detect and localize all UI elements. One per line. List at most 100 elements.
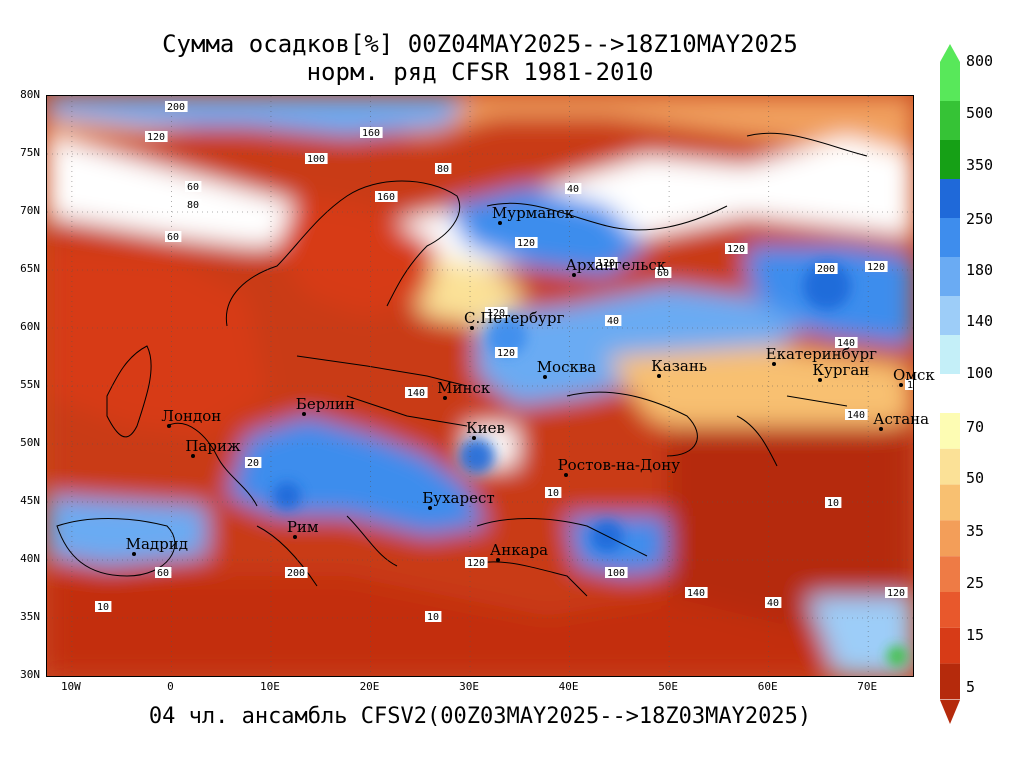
contour-value-label: 140 bbox=[837, 338, 855, 349]
contour-label-bg bbox=[405, 387, 428, 398]
contour-label-bg bbox=[725, 243, 748, 254]
city-marker bbox=[495, 558, 500, 563]
contour-label-bg bbox=[815, 263, 838, 274]
city-marker bbox=[292, 534, 297, 539]
contour-label-bg bbox=[885, 587, 908, 598]
city-label: Бухарест bbox=[422, 488, 495, 507]
lat-label: 45N bbox=[20, 494, 40, 507]
lat-label: 35N bbox=[20, 610, 40, 623]
city-marker bbox=[191, 453, 196, 458]
city-marker bbox=[657, 373, 662, 378]
colorbar-svg bbox=[940, 44, 960, 724]
contour-label-bg bbox=[845, 409, 868, 420]
lat-label: 70N bbox=[20, 204, 40, 217]
contour-value-label: 120 bbox=[517, 238, 535, 249]
contour-value-label: 120 bbox=[597, 258, 615, 269]
contour-label-bg bbox=[185, 199, 202, 210]
city-label: Казань bbox=[651, 356, 707, 375]
ensemble-footer: 04 чл. ансамбль CFSV2(00Z03MAY2025-->18Z… bbox=[148, 704, 812, 729]
colorbar-swatch bbox=[940, 413, 960, 449]
contour-label-bg bbox=[905, 379, 913, 390]
city-label: Курган bbox=[812, 361, 870, 380]
colorbar-swatch bbox=[940, 484, 960, 521]
lat-label: 55N bbox=[20, 378, 40, 391]
contour-label-bg bbox=[515, 237, 538, 248]
lon-label: 40E bbox=[558, 680, 579, 693]
colorbar-label: 15 bbox=[966, 626, 985, 644]
contour-value-label: 60 bbox=[157, 568, 169, 579]
city-label: Ростов-на-Дону bbox=[557, 456, 681, 475]
contour-value-label: 160 bbox=[377, 192, 395, 203]
contour-label-bg bbox=[835, 337, 858, 348]
colorbar-swatch bbox=[940, 101, 960, 140]
city-marker bbox=[571, 272, 576, 277]
precipitation-map: 200 120 160 100 80 40 60 80 60 160 120 120 60 120 200 1… bbox=[46, 95, 914, 677]
contour-value-label: 120 bbox=[497, 348, 515, 359]
contour-label-bg bbox=[605, 315, 622, 326]
city-label: Архангельск bbox=[565, 255, 667, 274]
city-marker bbox=[818, 378, 823, 383]
contour-label-bg bbox=[245, 457, 262, 468]
city-label: Мадрид bbox=[125, 535, 188, 554]
city-marker bbox=[879, 427, 884, 432]
colorbar-swatch bbox=[940, 448, 960, 485]
contour-value-label: 40 bbox=[567, 184, 579, 195]
lon-label: 70E bbox=[857, 680, 878, 693]
map-title: Сумма осадков[%] 00Z04MAY2025-->18Z10MAY… bbox=[162, 30, 798, 58]
contour-value-label: 60 bbox=[187, 182, 199, 193]
contour-value-label: 10 bbox=[827, 498, 839, 509]
city-label: Москва bbox=[536, 357, 597, 376]
colorbar-swatch bbox=[940, 335, 960, 374]
lon-label: 0 bbox=[167, 680, 174, 693]
lon-label: 50E bbox=[658, 680, 679, 693]
contour-value-label: 120 bbox=[887, 588, 905, 599]
colorbar-label: 5 bbox=[966, 678, 976, 696]
colorbar-label: 100 bbox=[966, 364, 994, 382]
colorbar-label: 500 bbox=[966, 104, 994, 122]
city-label: Киев bbox=[466, 419, 505, 438]
city-marker bbox=[542, 374, 547, 379]
contour-value-label: 200 bbox=[287, 568, 305, 579]
city-label: Екатеринбург bbox=[765, 345, 877, 364]
lat-label: 40N bbox=[20, 552, 40, 565]
lat-label: 50N bbox=[20, 436, 40, 449]
contour-label-bg bbox=[565, 183, 582, 194]
colorbar-top-arrow bbox=[940, 44, 960, 62]
colorbar-swatch bbox=[940, 257, 960, 296]
map-field: 200 120 160 100 80 40 60 80 60 160 120 120 60 120 200 1… bbox=[47, 96, 913, 676]
contour-value-label: 60 bbox=[167, 232, 179, 243]
contour-value-label: 10 bbox=[547, 488, 559, 499]
contour-value-label: 200 bbox=[817, 264, 835, 275]
contour-label-bg bbox=[685, 587, 708, 598]
colorbar-bottom-arrow bbox=[940, 700, 960, 724]
lat-label: 30N bbox=[20, 668, 40, 681]
lon-label: 10E bbox=[260, 680, 280, 693]
contour-label-bg bbox=[285, 567, 308, 578]
city-marker bbox=[131, 552, 136, 557]
city-marker bbox=[497, 220, 502, 225]
contour-label-bg bbox=[485, 307, 508, 318]
city-label: Астана bbox=[873, 410, 930, 429]
contour-label-bg bbox=[425, 611, 442, 622]
colorbar-swatch bbox=[940, 296, 960, 335]
lon-label: 60E bbox=[757, 680, 778, 693]
city-marker bbox=[771, 362, 776, 367]
lon-label: 10W bbox=[60, 680, 81, 693]
contour-label-bg bbox=[545, 487, 562, 498]
contour-label-bg bbox=[655, 267, 672, 278]
colorbar-label: 180 bbox=[966, 261, 994, 279]
colorbar-label: 50 bbox=[966, 469, 985, 487]
city-marker bbox=[899, 383, 904, 387]
contour-value-label: 10 bbox=[427, 612, 439, 623]
contour-value-label: 20 bbox=[247, 458, 259, 469]
city-label: С.Петербург bbox=[464, 309, 565, 328]
colorbar-swatch bbox=[940, 140, 960, 179]
contour-value-label: 140 bbox=[407, 388, 425, 399]
lat-label: 75N bbox=[20, 146, 40, 159]
colorbar-swatch bbox=[940, 218, 960, 257]
colorbar-label: 70 bbox=[966, 418, 985, 436]
contour-label-bg bbox=[360, 127, 383, 138]
city-marker bbox=[470, 326, 475, 331]
city-label: Омск bbox=[893, 366, 935, 384]
colorbar-swatch bbox=[940, 663, 960, 700]
